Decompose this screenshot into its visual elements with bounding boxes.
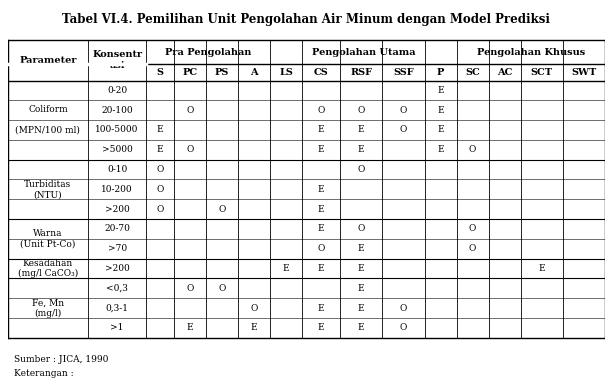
Text: E: E xyxy=(318,204,324,214)
Text: LS: LS xyxy=(279,68,293,77)
Text: O: O xyxy=(218,204,226,214)
Text: O: O xyxy=(218,284,226,293)
Text: Kesadahan
(mg/l CaCO₃): Kesadahan (mg/l CaCO₃) xyxy=(18,259,78,278)
Text: PC: PC xyxy=(183,68,197,77)
Text: O: O xyxy=(156,165,164,174)
Text: Parameter: Parameter xyxy=(19,55,77,65)
Text: O: O xyxy=(357,224,365,233)
Text: <0,3: <0,3 xyxy=(106,284,128,293)
Text: O: O xyxy=(400,323,407,332)
Text: O: O xyxy=(469,224,476,233)
Text: PS: PS xyxy=(215,68,229,77)
Text: O: O xyxy=(186,106,194,115)
Text: E: E xyxy=(437,126,444,134)
Text: 0-20: 0-20 xyxy=(107,86,127,95)
Text: >1: >1 xyxy=(110,323,124,332)
Text: Pengolahan Utama: Pengolahan Utama xyxy=(311,47,415,57)
Text: E: E xyxy=(318,303,324,313)
Text: E: E xyxy=(318,224,324,233)
Text: Coliform

(MPN/100 ml): Coliform (MPN/100 ml) xyxy=(15,105,80,135)
Text: Keterangan :: Keterangan : xyxy=(14,370,74,378)
Text: E: E xyxy=(358,303,365,313)
Text: E: E xyxy=(186,323,193,332)
Text: O: O xyxy=(156,204,164,214)
Text: CS: CS xyxy=(314,68,329,77)
Text: E: E xyxy=(283,264,289,273)
Text: O: O xyxy=(318,106,325,115)
Text: O: O xyxy=(400,303,407,313)
Text: SWT: SWT xyxy=(571,68,596,77)
Text: O: O xyxy=(469,145,476,154)
Text: E: E xyxy=(437,86,444,95)
Text: 20-70: 20-70 xyxy=(104,224,130,233)
Text: Fe, Mn
(mg/l): Fe, Mn (mg/l) xyxy=(32,298,64,318)
Text: O: O xyxy=(186,284,194,293)
Text: 100-5000: 100-5000 xyxy=(96,126,139,134)
Text: O: O xyxy=(250,303,257,313)
Text: O: O xyxy=(357,106,365,115)
Text: E: E xyxy=(157,126,164,134)
Text: E: E xyxy=(318,126,324,134)
Text: Pra Pengolahan: Pra Pengolahan xyxy=(165,47,251,57)
Text: Tabel VI.4. Pemilihan Unit Pengolahan Air Minum dengan Model Prediksi: Tabel VI.4. Pemilihan Unit Pengolahan Ai… xyxy=(63,13,550,26)
Text: O: O xyxy=(400,106,407,115)
Text: E: E xyxy=(437,106,444,115)
Text: >200: >200 xyxy=(105,204,129,214)
Text: S: S xyxy=(156,68,164,77)
Text: E: E xyxy=(318,264,324,273)
Text: A: A xyxy=(250,68,258,77)
Text: Konsentr
asi: Konsentr asi xyxy=(92,50,142,70)
Text: E: E xyxy=(358,145,365,154)
Text: E: E xyxy=(538,264,545,273)
Text: P: P xyxy=(437,68,444,77)
Text: O: O xyxy=(469,244,476,253)
Text: SCT: SCT xyxy=(531,68,553,77)
Text: >200: >200 xyxy=(105,264,129,273)
Text: E: E xyxy=(157,145,164,154)
Text: E: E xyxy=(358,264,365,273)
Text: E: E xyxy=(358,126,365,134)
Text: 0,3-1: 0,3-1 xyxy=(105,303,129,313)
Text: RSF: RSF xyxy=(350,68,372,77)
Text: SC: SC xyxy=(465,68,480,77)
Text: AC: AC xyxy=(497,68,512,77)
Text: E: E xyxy=(358,323,365,332)
Text: O: O xyxy=(400,126,407,134)
Text: O: O xyxy=(156,185,164,194)
Text: Warna
(Unit Pt-Co): Warna (Unit Pt-Co) xyxy=(20,229,75,248)
Text: Pengolahan Khusus: Pengolahan Khusus xyxy=(477,47,585,57)
Text: 0-10: 0-10 xyxy=(107,165,128,174)
Text: E: E xyxy=(437,145,444,154)
Text: O: O xyxy=(318,244,325,253)
Text: E: E xyxy=(318,145,324,154)
Text: Turbiditas
(NTU): Turbiditas (NTU) xyxy=(25,180,72,199)
Text: 10-200: 10-200 xyxy=(101,185,133,194)
Text: O: O xyxy=(186,145,194,154)
Text: >5000: >5000 xyxy=(102,145,132,154)
Text: E: E xyxy=(358,244,365,253)
Text: E: E xyxy=(318,323,324,332)
Text: Sumber : JICA, 1990: Sumber : JICA, 1990 xyxy=(14,355,109,364)
Text: O: O xyxy=(357,165,365,174)
Text: 20-100: 20-100 xyxy=(101,106,133,115)
Text: E: E xyxy=(251,323,257,332)
Text: >70: >70 xyxy=(107,244,127,253)
Text: E: E xyxy=(318,185,324,194)
Text: E: E xyxy=(358,284,365,293)
Text: SSF: SSF xyxy=(393,68,414,77)
